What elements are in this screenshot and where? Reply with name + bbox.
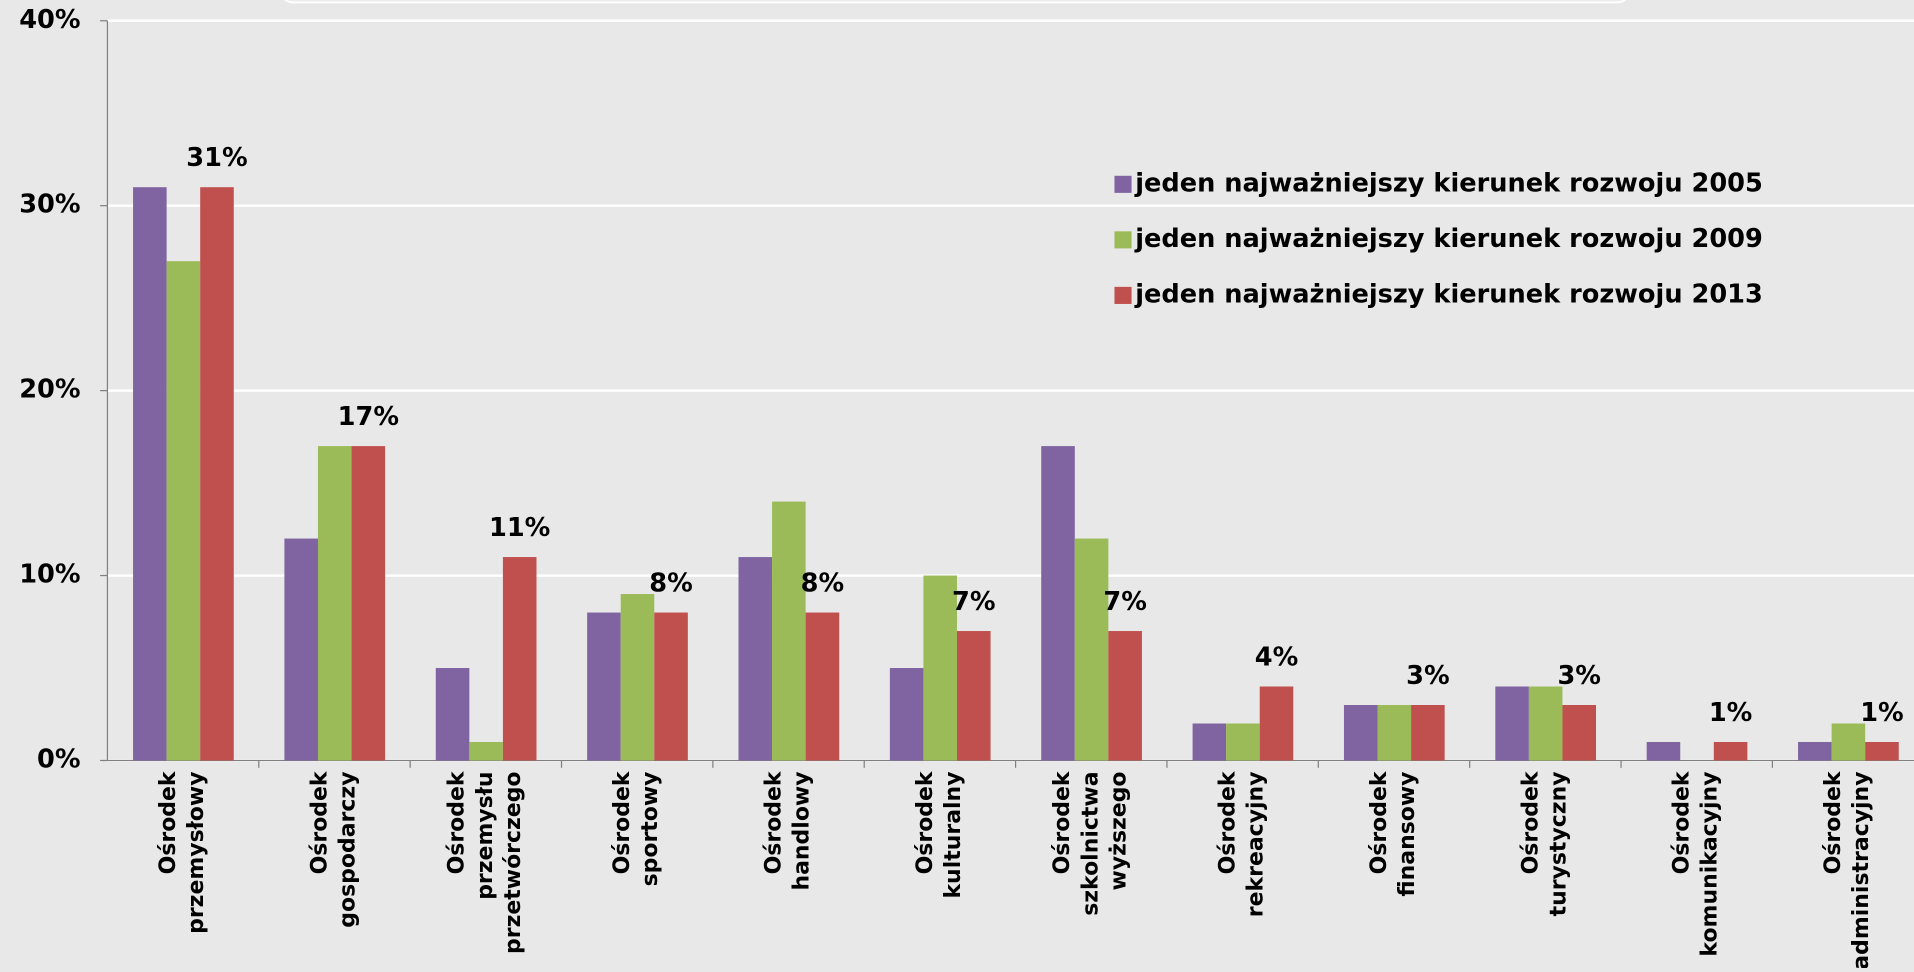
x-tick-label-line: Ośrodek <box>610 770 635 874</box>
data-label: 3% <box>1406 661 1450 691</box>
bar <box>1798 741 1832 761</box>
legend-swatch <box>1114 175 1132 193</box>
x-tick-label-line: Ośrodek <box>1367 770 1392 874</box>
x-tick-label: Ośrodek gospodarczy <box>307 770 360 928</box>
x-tick-label: Ośrodek przemysłowy <box>156 770 209 934</box>
x-tick-label-line: przemysłu <box>473 771 498 899</box>
x-tick-label-line: sportowy <box>638 771 663 886</box>
bar <box>620 594 655 761</box>
bar <box>1495 686 1529 761</box>
x-tick-label-line: Ośrodek <box>1050 770 1075 874</box>
bar <box>1713 741 1748 761</box>
bar <box>200 187 234 761</box>
bar <box>1865 741 1899 761</box>
bar <box>1411 705 1445 761</box>
x-tick-label-line: administracyjny <box>1849 771 1874 968</box>
x-tick-label: Ośrodek kulturalny <box>913 770 966 898</box>
y-tick-label: 30% <box>19 190 80 220</box>
bar <box>957 631 991 761</box>
bar <box>502 557 537 761</box>
y-tick-label: 40% <box>19 5 80 35</box>
bar <box>587 612 621 761</box>
bar <box>1528 686 1563 761</box>
bar <box>1041 446 1075 761</box>
data-label: 3% <box>1557 661 1601 691</box>
data-label: 17% <box>338 402 399 432</box>
x-tick-label: Ośrodek turystyczny <box>1518 770 1571 916</box>
title-box <box>284 0 1627 4</box>
y-tick-label: 20% <box>19 375 80 405</box>
bar <box>435 668 470 761</box>
x-tick-label: Ośrodek sportowy <box>610 770 663 886</box>
x-tick-label: Ośrodek szkolnictwa wyższego <box>1050 770 1131 916</box>
y-tick-label: 0% <box>37 744 81 774</box>
bar <box>1226 723 1260 761</box>
x-tick-label-line: Ośrodek <box>445 770 470 874</box>
legend-swatch <box>1114 286 1132 304</box>
x-tick-label-line: finansowy <box>1395 771 1420 896</box>
x-tick-label-line: przemysłowy <box>184 771 209 933</box>
x-tick-label-line: Ośrodek <box>1670 770 1695 874</box>
bar <box>1646 741 1681 761</box>
data-label: 7% <box>952 587 996 617</box>
x-tick-label-line: gospodarczy <box>335 771 360 927</box>
x-tick-label-line: Ośrodek <box>307 770 332 874</box>
x-tick-label-line: szkolnictwa <box>1078 771 1103 915</box>
bar <box>923 575 957 761</box>
x-tick-label: Ośrodek finansowy <box>1367 770 1420 897</box>
data-label: 1% <box>1709 698 1753 728</box>
x-tick-label-line: rekreacyjny <box>1244 771 1269 917</box>
x-tick-label-line: Ośrodek <box>156 770 181 874</box>
x-tick-label: Ośrodek komunikacyjny <box>1670 770 1723 956</box>
bar <box>284 538 318 761</box>
data-label: 1% <box>1860 698 1904 728</box>
legend-swatch <box>1114 231 1132 249</box>
bar <box>738 557 773 761</box>
bar <box>1108 631 1142 761</box>
data-label: 8% <box>801 568 845 598</box>
bar <box>166 261 201 761</box>
data-label: 11% <box>489 513 550 543</box>
bar <box>133 187 167 761</box>
bar <box>1831 723 1866 761</box>
bar <box>654 612 688 761</box>
legend-label: jeden najważniejszy kierunek rozwoju 201… <box>1134 279 1763 309</box>
bar <box>351 446 386 761</box>
x-tick-label-line: handlowy <box>790 771 815 890</box>
x-tick-label-line: wyższego <box>1106 771 1131 890</box>
x-tick-label-line: Ośrodek <box>762 770 787 874</box>
x-tick-label-line: turystyczny <box>1546 771 1571 916</box>
data-label: 31% <box>186 143 247 173</box>
x-tick-label-line: Ośrodek <box>1518 770 1543 874</box>
x-tick-label-line: przetwórczego <box>501 771 526 954</box>
x-tick-label: Ośrodek przemysłu przetwórczego <box>445 770 526 954</box>
bar <box>1074 538 1109 761</box>
y-tick-label: 10% <box>19 560 80 590</box>
bar <box>317 446 352 761</box>
x-tick-label: Ośrodek handlowy <box>762 770 815 890</box>
x-tick-label-line: kulturalny <box>941 771 966 898</box>
x-tick-label-line: komunikacyjny <box>1698 771 1723 956</box>
bar <box>772 501 806 761</box>
bar <box>1259 686 1294 761</box>
legend-label: jeden najważniejszy kierunek rozwoju 200… <box>1134 224 1763 254</box>
bar <box>1343 705 1378 761</box>
bar <box>889 668 924 761</box>
legend-label: jeden najważniejszy kierunek rozwoju 200… <box>1134 168 1763 198</box>
bar <box>805 612 840 761</box>
x-tick-label-line: Ośrodek <box>1821 770 1846 874</box>
x-tick-label: Ośrodek administracyjny <box>1821 770 1874 968</box>
bar <box>469 741 503 761</box>
data-label: 8% <box>649 568 693 598</box>
x-tick-label-line: Ośrodek <box>913 770 938 874</box>
x-tick-label: Ośrodek rekreacyjny <box>1216 770 1269 917</box>
bar <box>1192 723 1227 761</box>
bar <box>1562 705 1597 761</box>
x-tick-label-line: Ośrodek <box>1216 770 1241 874</box>
data-label: 4% <box>1255 642 1299 672</box>
bar <box>1377 705 1412 761</box>
data-label: 7% <box>1103 587 1147 617</box>
